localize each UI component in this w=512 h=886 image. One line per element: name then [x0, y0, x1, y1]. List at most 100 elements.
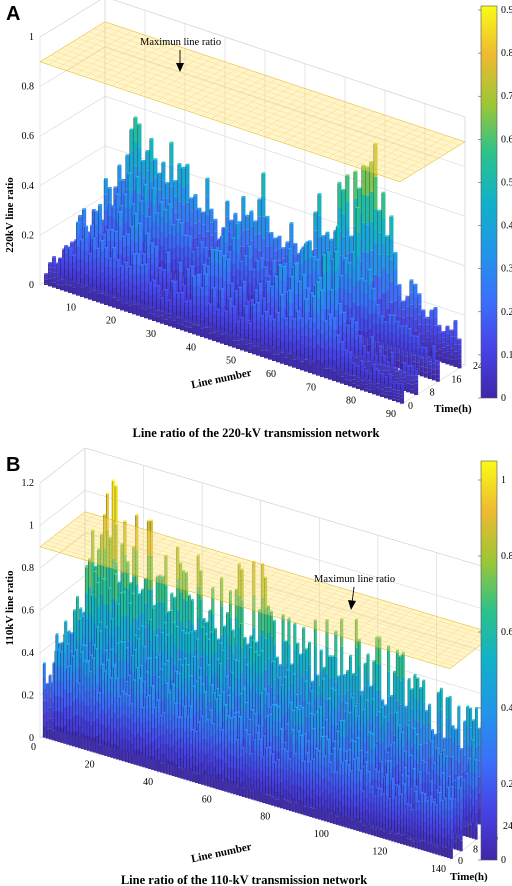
- bar: [321, 736, 325, 821]
- x-tick-label: 60: [266, 369, 276, 380]
- colorbar-tick-label: 0.9: [501, 5, 512, 16]
- panel-a-z-ticks: 0 0.2 0.4 0.6 0.8 1: [22, 32, 35, 291]
- bar: [411, 808, 415, 848]
- bar: [108, 257, 113, 307]
- bar: [236, 321, 241, 349]
- bar: [215, 698, 219, 790]
- bar: [165, 682, 169, 775]
- bar: [186, 715, 190, 781]
- y-tick-label: 8: [473, 844, 478, 855]
- bar: [285, 750, 289, 811]
- bar: [132, 253, 137, 315]
- bar: [48, 674, 52, 740]
- bar: [291, 728, 295, 812]
- bar: [400, 383, 405, 404]
- bar: [324, 755, 327, 822]
- bar: [209, 709, 213, 788]
- bar: [362, 790, 366, 833]
- panel-b-caption: Line ratio of the 110-kV transmission ne…: [121, 873, 367, 886]
- bar: [373, 795, 377, 837]
- bar: [388, 373, 393, 400]
- bar: [274, 761, 278, 807]
- panel-b-annotation: Maximun line ratio: [314, 574, 395, 585]
- bar: [216, 308, 221, 343]
- y-tick-label: 24: [503, 821, 512, 832]
- panel-a-letter: A: [6, 3, 20, 25]
- bar: [318, 750, 322, 820]
- bar: [344, 759, 348, 828]
- bar: [232, 305, 237, 348]
- panel-b-x-ticks: 0 20 40 60 80 100 120 140: [31, 742, 446, 875]
- bar: [441, 799, 445, 857]
- x-tick-label: 40: [143, 777, 153, 788]
- bar: [370, 785, 374, 836]
- panel-a-colorbar: [480, 5, 498, 399]
- bar: [312, 758, 316, 818]
- bar: [420, 791, 424, 851]
- z-tick-label: 0.6: [22, 606, 35, 617]
- bar: [382, 793, 386, 839]
- bar: [397, 785, 401, 844]
- bar: [54, 649, 58, 742]
- bar: [326, 738, 330, 823]
- bar: [335, 771, 339, 825]
- bar: [86, 661, 90, 751]
- bar: [198, 721, 202, 784]
- bar: [206, 719, 210, 787]
- bar: [380, 372, 385, 397]
- bar: [133, 679, 137, 765]
- bar: [332, 317, 337, 381]
- bar: [365, 761, 368, 834]
- x-tick-label: 10: [66, 302, 76, 313]
- bar: [459, 787, 463, 852]
- bar: [453, 320, 458, 367]
- bar: [188, 300, 193, 333]
- x-tick-label: 30: [146, 329, 156, 340]
- bar: [388, 797, 392, 841]
- bar: [164, 288, 169, 325]
- x-tick-label: 0: [31, 742, 36, 753]
- bar: [406, 803, 409, 846]
- bar: [220, 288, 225, 344]
- colorbar-tick-label: 0: [501, 393, 506, 404]
- bar: [367, 268, 372, 359]
- bar: [72, 655, 76, 747]
- bar: [341, 762, 345, 827]
- bar: [233, 716, 237, 795]
- bar: [392, 382, 397, 401]
- bar: [338, 748, 342, 826]
- panel-a: A 0 0.2 0.4 0.6 0.8 1 10 20 30 40 50 60 70 80 90 0 8 16…: [4, 0, 512, 440]
- bar: [174, 702, 178, 777]
- bar: [456, 777, 460, 851]
- bar: [52, 256, 57, 288]
- bar: [44, 273, 49, 285]
- panel-a-x-ticks: 10 20 30 40 50 60 70 80 90: [66, 302, 396, 420]
- z-tick-label: 1: [29, 521, 34, 532]
- bar: [347, 764, 351, 829]
- bar: [200, 287, 205, 337]
- bar: [306, 752, 310, 817]
- bar: [449, 798, 453, 859]
- x-tick-label: 50: [226, 356, 236, 367]
- x-tick-label: 70: [306, 382, 316, 393]
- bar: [350, 769, 354, 830]
- bar: [284, 317, 289, 365]
- z-tick-label: 1.2: [22, 478, 35, 489]
- bar: [300, 317, 305, 371]
- bar: [75, 649, 79, 748]
- bar: [76, 221, 81, 296]
- bar: [242, 747, 245, 797]
- bar: [308, 317, 313, 373]
- x-tick-label: 120: [372, 847, 387, 858]
- bar: [438, 791, 442, 856]
- bar: [462, 779, 466, 837]
- bar: [340, 341, 345, 384]
- bar: [309, 760, 313, 818]
- bar: [148, 694, 152, 770]
- bar: [96, 247, 101, 303]
- bar: [394, 796, 398, 843]
- bar: [212, 722, 216, 789]
- bar: [376, 787, 380, 838]
